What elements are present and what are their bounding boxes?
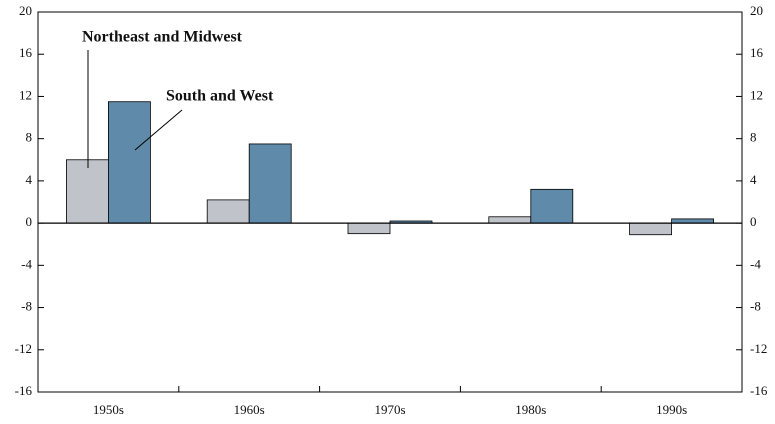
bar xyxy=(488,216,532,224)
y-tick-label: 20 xyxy=(19,3,32,18)
y-tick-label: -8 xyxy=(21,299,32,314)
x-tick-label: 1980s xyxy=(515,402,546,417)
y-tick-label: 16 xyxy=(19,45,33,60)
y-tick-label: 0 xyxy=(26,214,33,229)
label-pointer xyxy=(134,109,183,151)
y-tick-label: 12 xyxy=(19,87,32,102)
series-label: Northeast and Midwest xyxy=(82,29,243,46)
y-tick-label: 4 xyxy=(26,172,33,187)
bar xyxy=(66,159,109,224)
y2-tick-label: -16 xyxy=(750,383,768,398)
bar xyxy=(248,143,292,224)
y2-tick-label: 12 xyxy=(750,87,763,102)
y-tick-label: -12 xyxy=(15,341,32,356)
bar xyxy=(629,222,672,236)
y-tick-label: -4 xyxy=(21,256,32,271)
bar xyxy=(671,218,714,224)
x-tick-label: 1950s xyxy=(93,402,124,417)
y2-tick-label: 4 xyxy=(750,172,757,187)
y2-tick-label: 8 xyxy=(750,130,757,145)
y2-tick-label: 16 xyxy=(750,45,764,60)
bar xyxy=(108,101,151,224)
y2-tick-label: -8 xyxy=(750,299,761,314)
y2-tick-label: 20 xyxy=(750,3,763,18)
bar xyxy=(530,188,574,224)
x-tick-label: 1990s xyxy=(656,402,687,417)
x-tick-label: 1960s xyxy=(234,402,265,417)
y2-tick-label: 0 xyxy=(750,214,757,229)
x-tick-label: 1970s xyxy=(374,402,405,417)
y-tick-label: -16 xyxy=(15,383,33,398)
series-label: South and West xyxy=(166,88,274,105)
bar xyxy=(206,199,250,224)
y2-tick-label: -12 xyxy=(750,341,767,356)
y-tick-label: 8 xyxy=(26,130,33,145)
bar xyxy=(347,222,391,235)
y2-tick-label: -4 xyxy=(750,256,761,271)
plot-frame xyxy=(37,11,743,393)
